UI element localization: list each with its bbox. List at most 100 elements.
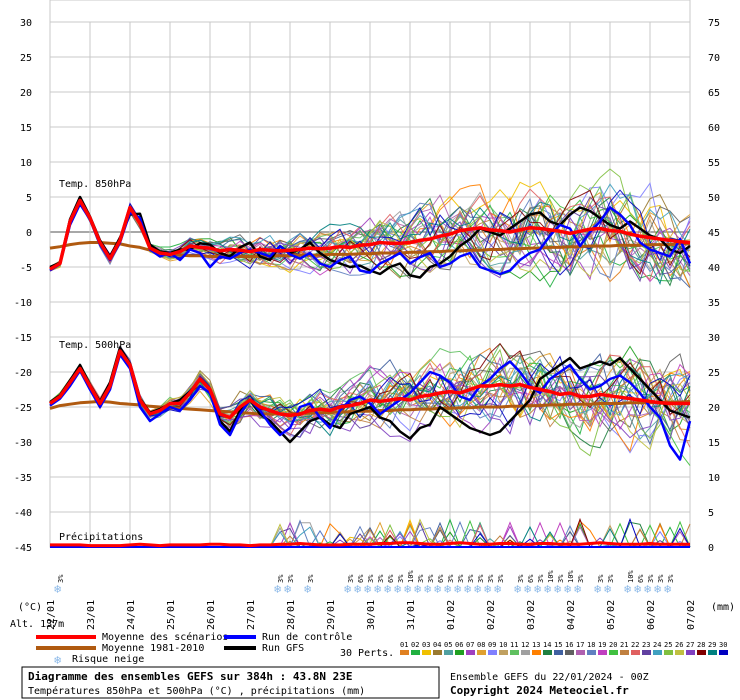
perturbation-swatch: [653, 650, 662, 655]
x-axis: 22/01 23/01 24/01 25/01 26/01 27/01 28/01 29/01…: [46, 600, 697, 630]
x-tick-date: 01/02: [446, 600, 457, 630]
snow-risk-icon: ❄: [574, 582, 581, 596]
perturbations-label: 30 Perts.: [340, 648, 394, 659]
snow-risk-pct: 3%: [477, 574, 485, 583]
perturbation-number: 08: [477, 641, 485, 649]
perturbation-number: 26: [675, 641, 683, 649]
y-tick-right: 30: [708, 333, 720, 344]
snow-risk-icon: ❄: [544, 582, 551, 596]
perturbation-number: 19: [598, 641, 606, 649]
snow-risk-icon: ❄: [624, 582, 631, 596]
perturbation-swatch: [543, 650, 552, 655]
x-tick-date: 07/02: [686, 600, 697, 630]
snow-risk-icon: ❄: [524, 582, 531, 596]
snow-risk-icon: ❄: [354, 582, 361, 596]
y-tick-left: -20: [14, 368, 32, 379]
perturbation-swatch: [466, 650, 475, 655]
x-tick-date: 26/01: [206, 600, 217, 630]
snow-risk-pct: 6%: [437, 574, 445, 583]
snow-risk-icon: ❄: [494, 582, 501, 596]
title-box: [21, 666, 440, 699]
perturbation-number: 15: [554, 641, 562, 649]
chart-subtitle: Températures 850hPa et 500hPa (°C) , pré…: [28, 685, 365, 697]
legend-snow-label: Risque neige: [72, 654, 144, 665]
snow-risk-pct: 3%: [487, 574, 495, 583]
perturbation-number: 09: [488, 641, 496, 649]
y-tick-left: 30: [20, 18, 32, 29]
perturbation-number: 03: [422, 641, 430, 649]
snow-risk-pct: 3%: [577, 574, 585, 583]
snow-risk-pct: 3%: [367, 574, 375, 583]
snow-risk-icon: ❄: [644, 582, 651, 596]
y-tick-left: -45: [14, 543, 32, 554]
snow-risk-pct: 3%: [657, 574, 665, 583]
snow-risk-pct: 3%: [517, 574, 525, 583]
y-tick-left: -15: [14, 333, 32, 344]
perturbation-swatch: [422, 650, 431, 655]
perturbation-swatch: [433, 650, 442, 655]
perturbation-number: 23: [642, 641, 650, 649]
perturbation-swatch: [411, 650, 420, 655]
x-tick-date: 28/01: [286, 600, 297, 630]
perturbation-swatch: [576, 650, 585, 655]
perturbation-number: 16: [565, 641, 573, 649]
snow-risk-icon: ❄: [554, 582, 561, 596]
perturbation-swatch: [686, 650, 695, 655]
perturbation-swatch: [499, 650, 508, 655]
snow-risk-pct: 6%: [387, 574, 395, 583]
x-tick-date: 24/01: [126, 600, 137, 630]
perturbation-number: 13: [532, 641, 540, 649]
perturbation-number: 28: [697, 641, 705, 649]
x-tick-date: 25/01: [166, 600, 177, 630]
y-tick-right: 20: [708, 403, 720, 414]
snow-risk-pct: 3%: [307, 574, 315, 583]
y-tick-left: -10: [14, 298, 32, 309]
ensemble-member-line: [49, 194, 691, 276]
perturbation-number: 02: [411, 641, 419, 649]
snow-risk-icon: ❄: [534, 582, 541, 596]
snow-risk-pct: 3%: [537, 574, 545, 583]
mean-500-line: [48, 349, 690, 420]
snow-risk-icon: ❄: [414, 582, 421, 596]
x-tick-date: 03/02: [526, 600, 537, 630]
y-tick-left: 15: [20, 123, 32, 134]
y-tick-right: 45: [708, 228, 720, 239]
snow-risk-pct: 3%: [417, 574, 425, 583]
perturbation-swatch: [521, 650, 530, 655]
y-tick-left: 0: [26, 228, 32, 239]
snow-risk-pct: 3%: [467, 574, 475, 583]
snow-risk-icon: ❄: [344, 582, 351, 596]
panel-label-precip: Précipitations: [59, 531, 143, 543]
y-tick-right: 50: [708, 193, 720, 204]
perturbation-swatch: [697, 650, 706, 655]
y-tick-left: 5: [26, 193, 32, 204]
snow-risk-pct: 3%: [277, 574, 285, 583]
x-tick-date: 23/01: [86, 600, 97, 630]
snow-risk-icon: ❄: [394, 582, 401, 596]
snow-risk-pct: 3%: [607, 574, 615, 583]
clim-500-line: [49, 399, 691, 416]
perturbation-swatch: [477, 650, 486, 655]
ensemble-member-line: [49, 185, 691, 278]
perturbation-number: 27: [686, 641, 694, 649]
snow-risk-icon: ❄: [654, 582, 661, 596]
perturbation-swatch: [510, 650, 519, 655]
x-tick-date: 31/01: [406, 600, 417, 630]
control-500-line: [49, 353, 692, 461]
snow-risk-icon: ❄: [604, 582, 611, 596]
ylabel-right: (mm): [711, 602, 735, 613]
chart-title: Diagramme des ensembles GEFS sur 384h : …: [28, 670, 353, 683]
x-tick-date: 04/02: [566, 600, 577, 630]
y-tick-right: 60: [708, 123, 720, 134]
perturbation-swatch: [565, 650, 574, 655]
y-tick-right: 35: [708, 298, 720, 309]
x-tick-date: 22/01: [46, 600, 57, 630]
snow-risk-icon: ❄: [444, 582, 451, 596]
ylabel-left: (°C): [18, 602, 42, 613]
perturbation-number: 11: [510, 641, 518, 649]
perturbation-number: 05: [444, 641, 452, 649]
y-tick-left: -30: [14, 438, 32, 449]
y-tick-right: 65: [708, 88, 720, 99]
